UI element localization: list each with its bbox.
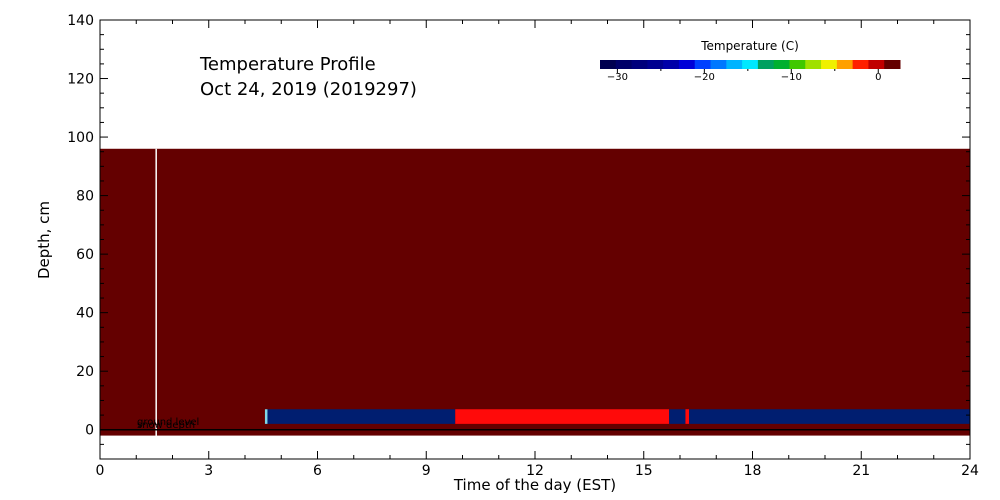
chart-title-line-1: Temperature Profile <box>199 54 376 75</box>
plot-area <box>100 148 970 459</box>
colorbar-swatch <box>647 60 664 69</box>
colorbar-tick-label: 0 <box>875 72 881 83</box>
x-tick-label: 12 <box>526 463 544 479</box>
axes: 0 3 6 9 12 15 18 21 24 0 20 40 60 80 100 120 140 <box>67 13 979 479</box>
heatmap-band-5 <box>689 409 970 424</box>
x-tick-label: 24 <box>961 463 979 479</box>
x-tick-label: 6 <box>313 463 322 479</box>
y-tick-label: 80 <box>76 189 94 205</box>
heatmap-field <box>100 148 970 436</box>
y-tick-label: 60 <box>76 247 94 263</box>
colorbar-swatch <box>805 60 822 69</box>
colorbar-swatch <box>773 60 790 69</box>
heatmap-band-0 <box>264 409 268 424</box>
ground-level-label: ground level <box>137 417 199 428</box>
colorbar-tick-label: −10 <box>781 72 802 83</box>
colorbar-tick-label: −20 <box>694 72 715 83</box>
colorbar-swatch <box>694 60 712 69</box>
heatmap-band-1 <box>267 409 456 424</box>
y-tick-label: 100 <box>67 130 94 146</box>
x-tick-label: 9 <box>422 463 431 479</box>
colorbar-tick-label: −30 <box>607 72 628 83</box>
x-tick-label: 18 <box>744 463 762 479</box>
x-axis-title: Time of the day (EST) <box>453 476 616 494</box>
annotations: ground level snow depth <box>137 417 199 431</box>
y-tick-label: 40 <box>76 306 94 322</box>
x-tick-label: 21 <box>852 463 870 479</box>
colorbar: −30 −20 −10 0 <box>600 60 901 83</box>
x-tick-label: 15 <box>635 463 653 479</box>
snow-depth-label: snow depth <box>137 420 195 431</box>
x-tick-label: 0 <box>96 463 105 479</box>
y-axis-title: Depth, cm <box>35 201 53 279</box>
heatmap-band-2 <box>455 409 670 424</box>
y-tick-label: 0 <box>85 423 94 439</box>
colorbar-swatch <box>600 60 617 69</box>
colorbar-swatch <box>836 60 854 69</box>
colorbar-swatch <box>868 60 885 69</box>
colorbar-swatch <box>726 60 743 69</box>
colorbar-title: Temperature (C) <box>700 39 799 53</box>
chart-title-line-2: Oct 24, 2019 (2019297) <box>200 79 417 100</box>
x-tick-label: 3 <box>204 463 213 479</box>
colorbar-swatch <box>710 60 727 69</box>
y-tick-label: 20 <box>76 364 94 380</box>
y-tick-label: 120 <box>67 72 94 88</box>
colorbar-swatch <box>615 60 633 69</box>
colorbar-swatch <box>631 60 648 69</box>
heatmap-band-4 <box>685 409 690 424</box>
colorbar-swatch <box>678 60 696 69</box>
colorbar-swatch <box>884 60 901 69</box>
colorbar-swatch <box>742 60 759 69</box>
y-tick-label: 140 <box>67 13 94 29</box>
heatmap-band-3 <box>669 409 686 424</box>
colorbar-swatch <box>852 60 869 69</box>
colorbar-swatch <box>821 60 838 69</box>
colorbar-swatch <box>757 60 775 69</box>
colorbar-swatch <box>789 60 806 69</box>
colorbar-swatch <box>663 60 680 69</box>
